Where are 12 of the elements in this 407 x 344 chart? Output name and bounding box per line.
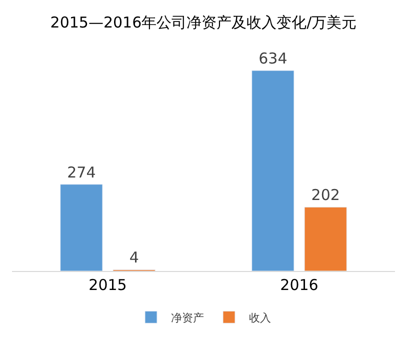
bar: [252, 70, 294, 271]
legend-label: 收入: [249, 311, 271, 324]
chart-title: 2015—2016年公司净资产及收入变化/万美元: [50, 14, 357, 32]
x-tick-label: 2016: [280, 276, 318, 294]
legend-label: 净资产: [171, 311, 204, 324]
data-label: 202: [311, 186, 340, 204]
data-label: 274: [67, 163, 96, 182]
bar: [304, 206, 347, 271]
data-label: 634: [258, 50, 288, 68]
bar: [60, 184, 103, 271]
data-label: 4: [129, 248, 139, 267]
x-tick-label: 2015: [88, 276, 127, 294]
